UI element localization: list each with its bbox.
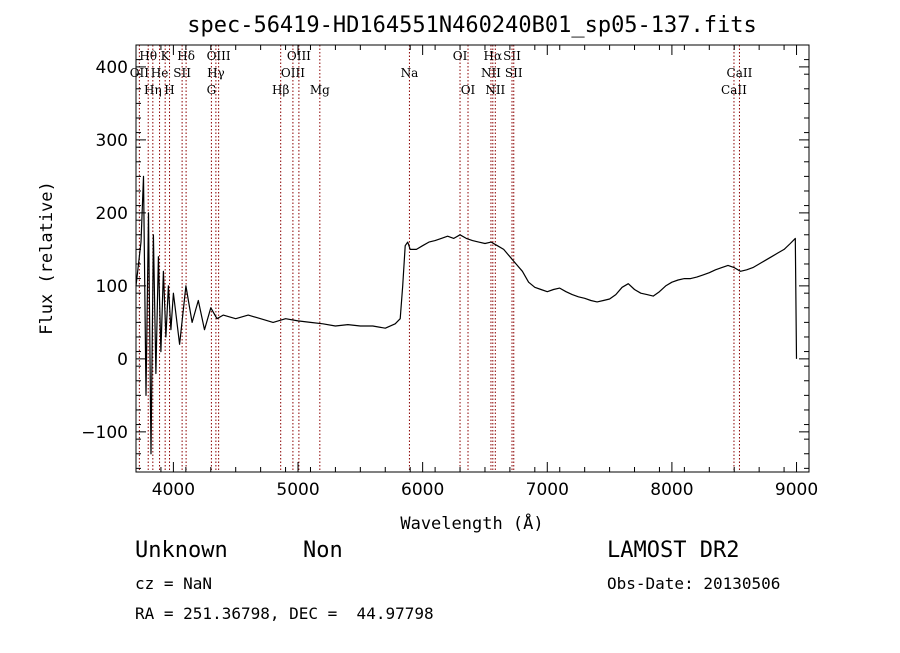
y-tick-label: 300 xyxy=(96,131,128,151)
emission-line-label: Mg xyxy=(310,83,330,97)
emission-line-label: SII xyxy=(173,66,191,80)
emission-line-label: NII xyxy=(485,83,505,97)
emission-line-label: CaII xyxy=(721,83,747,97)
emission-line-label: OI xyxy=(453,49,468,63)
emission-line-label: SII xyxy=(505,66,523,80)
y-tick-label: 200 xyxy=(96,204,128,224)
x-tick-label: 4000 xyxy=(152,480,195,500)
x-tick-label: 7000 xyxy=(526,480,569,500)
x-tick-label: 5000 xyxy=(276,480,319,500)
emission-line-label: OIII xyxy=(287,49,311,63)
emission-line-label: Hα xyxy=(484,49,503,63)
emission-line-label: H xyxy=(164,83,174,97)
emission-line-label: OI xyxy=(461,83,476,97)
emission-line-label: K xyxy=(161,49,171,63)
redshift-cz: cz = NaN xyxy=(135,574,213,593)
emission-line-label: CaII xyxy=(727,66,753,80)
y-tick-label: 100 xyxy=(96,277,128,297)
emission-line-label: G xyxy=(207,83,217,97)
y-tick-label: 400 xyxy=(96,58,128,78)
emission-line-label: Na xyxy=(401,66,419,80)
emission-line-label: Hδ xyxy=(177,49,195,63)
y-tick-label: 0 xyxy=(117,350,128,370)
x-axis-label: Wavelength (Å) xyxy=(400,512,543,534)
plot-frame xyxy=(135,44,810,473)
x-tick-label: 9000 xyxy=(775,480,818,500)
plot-area: OII Hθ Hη He K H SII Hδ G Hγ OIII Hβ OIII OIII Mg Na OI O… xyxy=(130,45,798,472)
emission-line-label: OIII xyxy=(207,49,231,63)
subclass: Non xyxy=(303,538,343,563)
emission-line-label: Hη xyxy=(144,83,162,97)
spectrum-line xyxy=(135,175,798,455)
class-name: Unknown xyxy=(135,538,228,563)
coordinates: RA = 251.36798, DEC = 44.97798 xyxy=(135,604,434,623)
emission-line-label: SII xyxy=(503,49,521,63)
chart-title: spec-56419-HD164551N460240B01_sp05-137.f… xyxy=(187,13,757,38)
emission-line-label: Hγ xyxy=(207,66,225,80)
survey-name: LAMOST DR2 xyxy=(607,538,740,563)
x-tick-label: 6000 xyxy=(401,480,444,500)
emission-line-label: OIII xyxy=(281,66,305,80)
y-axis-label: Flux (relative) xyxy=(37,181,57,335)
x-tick-label: 8000 xyxy=(650,480,693,500)
emission-line-label: NII xyxy=(481,66,501,80)
y-tick-label: −100 xyxy=(81,423,128,443)
emission-line-label: OII xyxy=(130,66,150,80)
emission-line-label: He xyxy=(151,66,169,80)
obs-date: Obs-Date: 20130506 xyxy=(607,574,781,593)
emission-line-label: Hθ xyxy=(139,49,157,63)
emission-line-label: Hβ xyxy=(272,83,289,97)
